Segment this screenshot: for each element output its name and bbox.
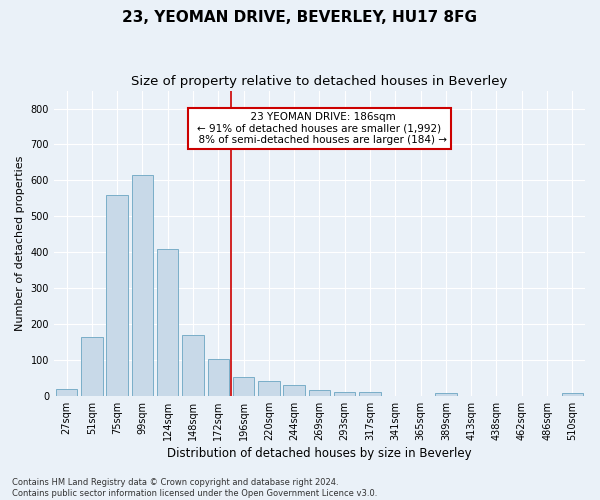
Text: 23, YEOMAN DRIVE, BEVERLEY, HU17 8FG: 23, YEOMAN DRIVE, BEVERLEY, HU17 8FG (122, 10, 478, 25)
Bar (81, 336, 103, 396)
Text: 23 YEOMAN DRIVE: 186sqm
← 91% of detached houses are smaller (1,992)
  8% of sem: 23 YEOMAN DRIVE: 186sqm ← 91% of detache… (192, 112, 447, 145)
Bar (334, 392, 355, 396)
Bar (56, 390, 77, 396)
Bar (131, 175, 153, 396)
Bar (208, 359, 229, 396)
Bar (359, 392, 381, 396)
Bar (258, 382, 280, 396)
Bar (562, 393, 583, 396)
X-axis label: Distribution of detached houses by size in Beverley: Distribution of detached houses by size … (167, 447, 472, 460)
Bar (309, 390, 330, 396)
Bar (435, 393, 457, 396)
Bar (106, 194, 128, 396)
Text: Contains HM Land Registry data © Crown copyright and database right 2024.
Contai: Contains HM Land Registry data © Crown c… (12, 478, 377, 498)
Bar (182, 335, 204, 396)
Bar (157, 248, 178, 396)
Bar (233, 377, 254, 396)
Title: Size of property relative to detached houses in Beverley: Size of property relative to detached ho… (131, 75, 508, 88)
Y-axis label: Number of detached properties: Number of detached properties (15, 156, 25, 331)
Bar (283, 385, 305, 396)
